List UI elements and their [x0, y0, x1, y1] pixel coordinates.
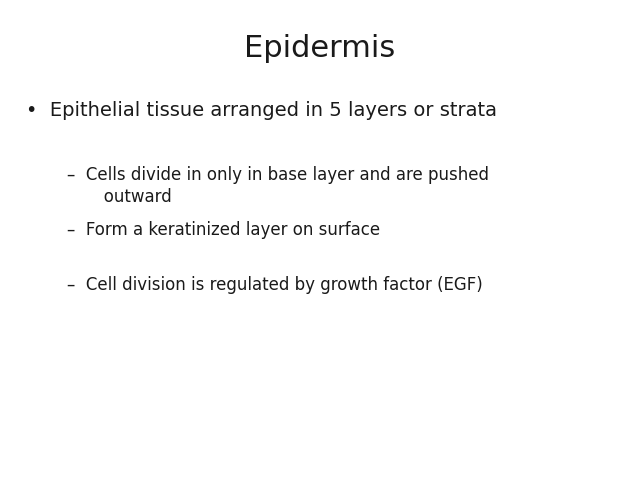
Text: –  Form a keratinized layer on surface: – Form a keratinized layer on surface — [67, 221, 380, 239]
Text: Epidermis: Epidermis — [244, 34, 396, 62]
Text: –  Cells divide in only in base layer and are pushed
       outward: – Cells divide in only in base layer and… — [67, 166, 489, 206]
Text: –  Cell division is regulated by growth factor (EGF): – Cell division is regulated by growth f… — [67, 276, 483, 294]
Text: •  Epithelial tissue arranged in 5 layers or strata: • Epithelial tissue arranged in 5 layers… — [26, 101, 497, 120]
